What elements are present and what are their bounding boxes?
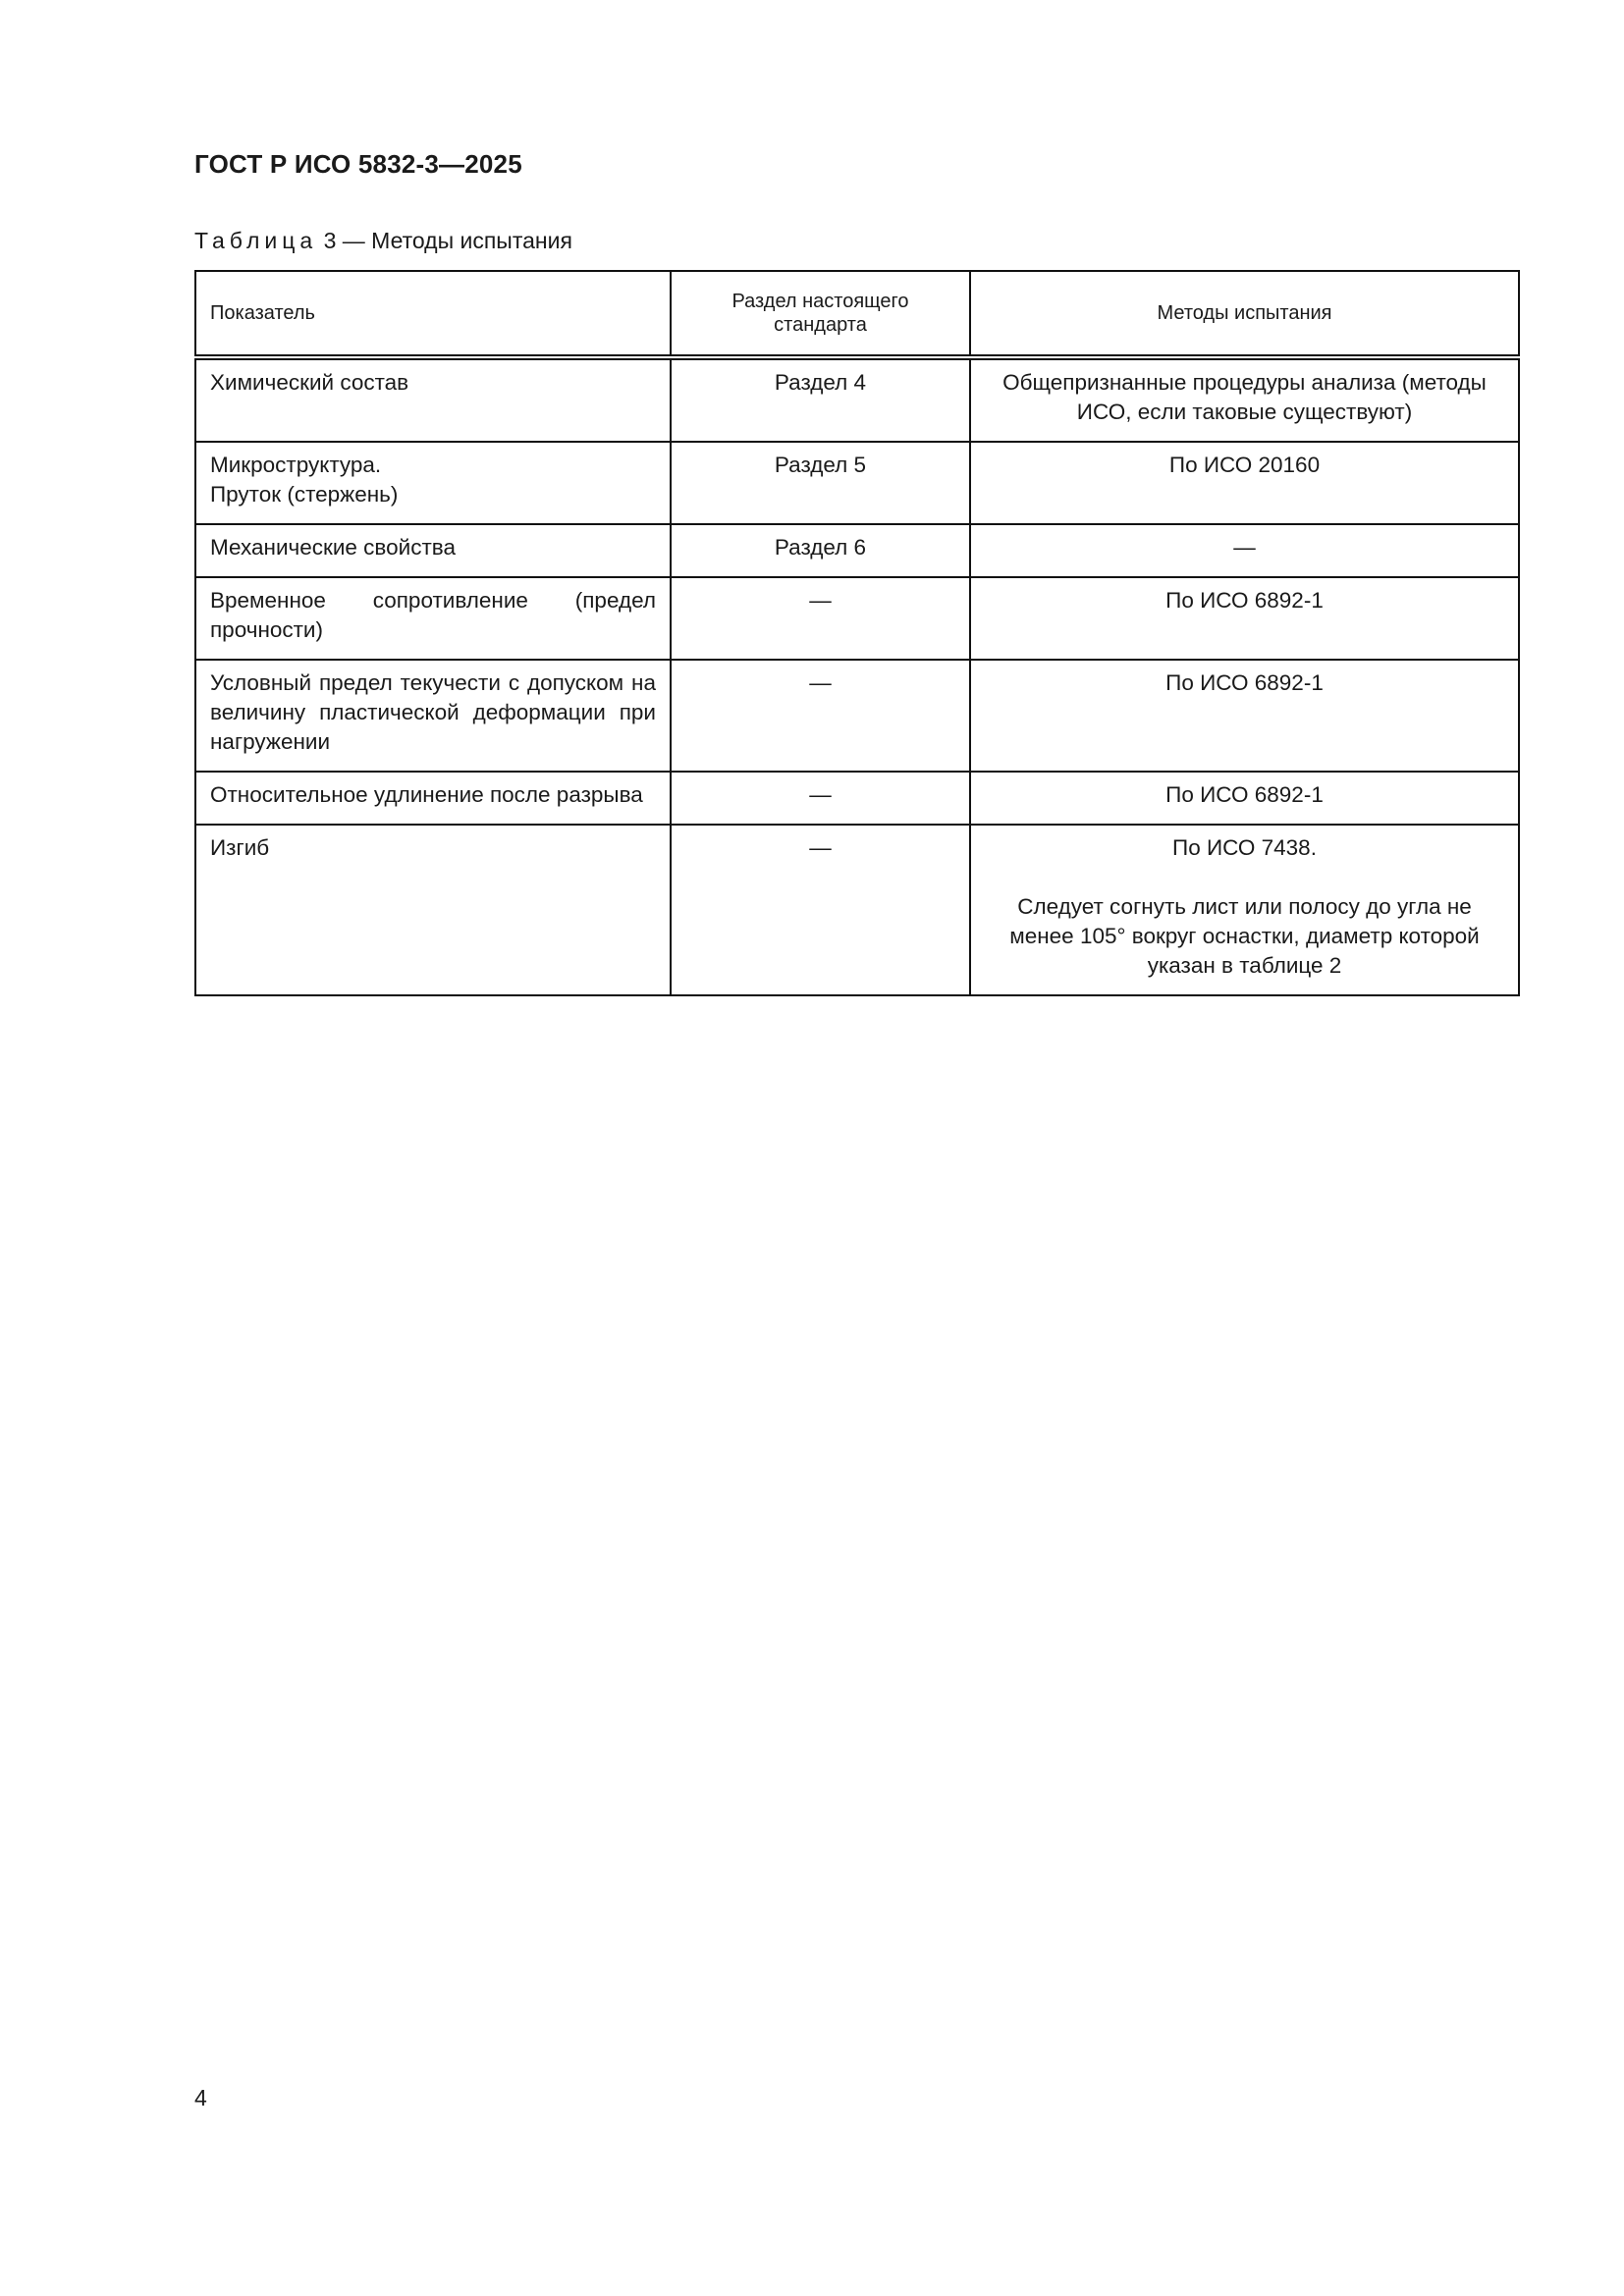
section-cell: —	[670, 771, 971, 826]
table-row: Микроструктура. Пруток (стержень) Раздел …	[194, 441, 1520, 525]
page-number: 4	[194, 2085, 207, 2110]
table-row: Временное сопротивление (предел прочност…	[194, 576, 1520, 661]
method-cell: По ИСО 7438. Следует согнуть лист или пол…	[969, 824, 1520, 996]
section-cell: —	[670, 824, 971, 996]
indicator-cell: Химический состав	[194, 356, 672, 443]
method-cell: По ИСО 6892-1	[969, 771, 1520, 826]
column-header: Показатель	[194, 270, 672, 360]
method-cell: По ИСО 20160	[969, 441, 1520, 525]
table-row: Механические свойства Раздел 6 —	[194, 523, 1520, 578]
method-cell: —	[969, 523, 1520, 578]
indicator-line: Пруток (стержень)	[210, 482, 399, 507]
method-cell: Общепризнанные процедуры анализа (методы…	[969, 356, 1520, 443]
table-header-row: Показатель Раздел настоящего стандарта М…	[194, 270, 1520, 360]
indicator-cell: Микроструктура. Пруток (стержень)	[194, 441, 672, 525]
column-header: Методы испытания	[969, 270, 1520, 360]
section-cell: Раздел 5	[670, 441, 971, 525]
section-cell: Раздел 6	[670, 523, 971, 578]
test-methods-table: Показатель Раздел настоящего стандарта М…	[194, 270, 1520, 996]
table-caption-text: 3 — Методы испытания	[323, 228, 572, 253]
document-title: ГОСТ Р ИСО 5832-3—2025	[194, 149, 522, 179]
column-header: Раздел настоящего стандарта	[670, 270, 971, 360]
section-cell: —	[670, 576, 971, 661]
method-cell: По ИСО 6892-1	[969, 659, 1520, 773]
indicator-line: Микроструктура.	[210, 453, 382, 477]
table-row: Условный предел текучести с допуском на …	[194, 659, 1520, 773]
section-cell: Раздел 4	[670, 356, 971, 443]
method-cell: По ИСО 6892-1	[969, 576, 1520, 661]
table-row: Химический состав Раздел 4 Общепризнанны…	[194, 356, 1520, 443]
method-note: Следует согнуть лист или полосу до угла …	[1009, 894, 1480, 978]
section-cell: —	[670, 659, 971, 773]
indicator-cell: Относительное удлинение после разрыва	[194, 771, 672, 826]
indicator-cell: Условный предел текучести с допуском на …	[194, 659, 672, 773]
indicator-cell: Механические свойства	[194, 523, 672, 578]
table-caption: Таблица 3 — Методы испытания	[194, 228, 572, 254]
method-line: По ИСО 7438.	[1172, 835, 1317, 860]
table-caption-label: Таблица	[194, 228, 318, 253]
table-row: Изгиб — По ИСО 7438. Следует согнуть лист…	[194, 824, 1520, 996]
table-row: Относительное удлинение после разрыва — …	[194, 771, 1520, 826]
indicator-cell: Изгиб	[194, 824, 672, 996]
indicator-cell: Временное сопротивление (предел прочност…	[194, 576, 672, 661]
